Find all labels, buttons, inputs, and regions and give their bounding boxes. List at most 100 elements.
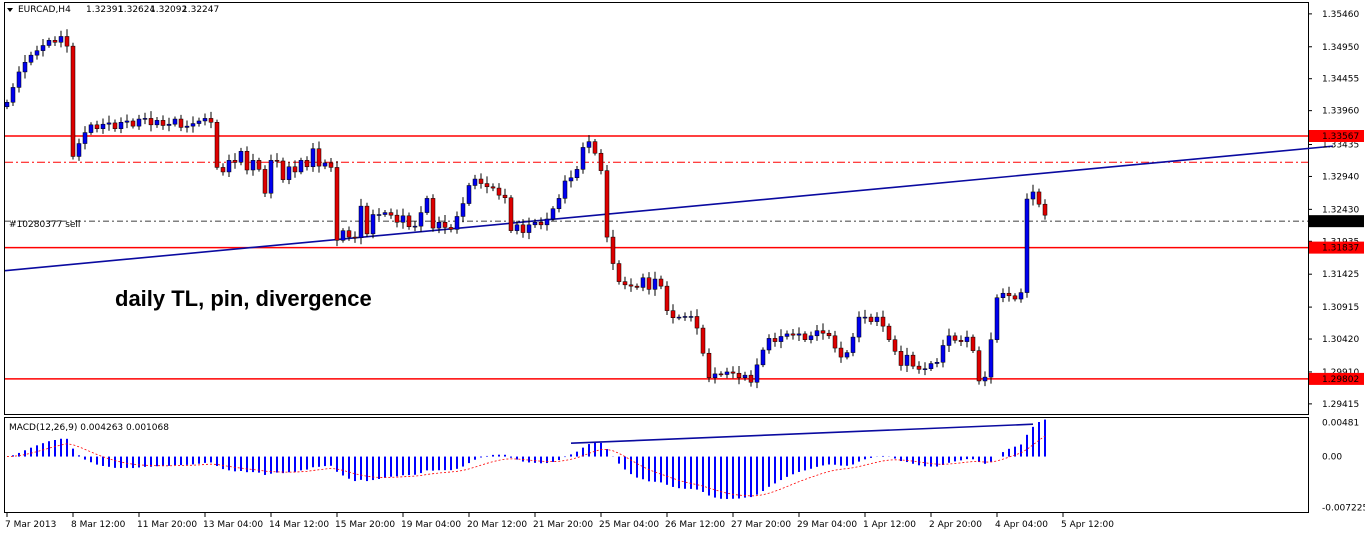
candle-body bbox=[490, 186, 496, 189]
candle bbox=[292, 160, 298, 178]
candle-body bbox=[226, 160, 232, 173]
candle-body bbox=[994, 297, 1000, 340]
candle-body bbox=[178, 118, 184, 128]
candle-body bbox=[286, 166, 292, 180]
candle-body bbox=[160, 120, 166, 126]
candle bbox=[88, 122, 94, 135]
candle bbox=[706, 348, 712, 383]
candle bbox=[784, 330, 790, 340]
time-tick-label: 25 Mar 04:00 bbox=[599, 520, 659, 530]
candle-body bbox=[700, 327, 706, 354]
candle bbox=[166, 117, 172, 132]
candle-body bbox=[124, 120, 130, 123]
candle bbox=[142, 112, 148, 125]
candle bbox=[838, 341, 844, 363]
candle-body bbox=[310, 148, 316, 168]
candle bbox=[574, 166, 580, 181]
price-tick-label: 1.29415 bbox=[1322, 400, 1359, 410]
candle-body bbox=[250, 160, 256, 171]
candle-body bbox=[184, 125, 190, 128]
candle bbox=[1000, 288, 1006, 303]
candle-body bbox=[1030, 191, 1036, 200]
candle bbox=[478, 173, 484, 189]
candle-body bbox=[4, 102, 10, 108]
candle-body bbox=[970, 336, 976, 351]
candle bbox=[508, 195, 514, 233]
candles bbox=[4, 29, 1048, 389]
candle bbox=[28, 51, 34, 66]
candle-body bbox=[76, 143, 82, 157]
candle-body bbox=[616, 263, 622, 282]
candle-body bbox=[340, 230, 346, 241]
candle bbox=[496, 183, 502, 200]
candle bbox=[388, 208, 394, 219]
candle bbox=[658, 275, 664, 290]
candle-body bbox=[778, 336, 784, 342]
candle-body bbox=[610, 236, 616, 264]
candle-body bbox=[298, 160, 304, 173]
candle bbox=[916, 361, 922, 374]
candle bbox=[448, 224, 454, 233]
candle-body bbox=[346, 230, 352, 238]
candle-body bbox=[406, 215, 412, 228]
candle bbox=[904, 347, 910, 372]
candle bbox=[982, 371, 988, 387]
candle bbox=[442, 215, 448, 234]
candle-body bbox=[154, 120, 160, 126]
candle bbox=[106, 115, 112, 131]
candle-body bbox=[538, 222, 544, 226]
candle bbox=[82, 126, 88, 150]
time-tick-label: 7 Mar 2013 bbox=[5, 520, 56, 530]
candle bbox=[712, 367, 718, 384]
candle-body bbox=[562, 180, 568, 199]
candle bbox=[640, 273, 646, 292]
candle-body bbox=[910, 354, 916, 367]
candle bbox=[502, 188, 508, 204]
candle bbox=[250, 153, 256, 176]
candle-body bbox=[382, 212, 388, 215]
candle-body bbox=[514, 224, 520, 231]
trendline[interactable] bbox=[4, 145, 1334, 272]
current-price-tag-bg bbox=[1309, 215, 1364, 228]
candle bbox=[586, 135, 592, 154]
candle bbox=[856, 311, 862, 343]
candle-body bbox=[94, 124, 100, 129]
candle-body bbox=[520, 224, 526, 233]
dropdown-triangle-icon[interactable] bbox=[7, 8, 13, 12]
candle bbox=[628, 278, 634, 292]
candle bbox=[598, 149, 604, 175]
candle bbox=[994, 294, 1000, 343]
candle-body bbox=[472, 178, 478, 186]
candle bbox=[922, 362, 928, 376]
candle bbox=[652, 271, 658, 296]
candle bbox=[394, 209, 400, 228]
candle-body bbox=[208, 118, 214, 123]
candle-body bbox=[658, 278, 664, 287]
candle bbox=[532, 218, 538, 228]
candle-body bbox=[946, 335, 952, 346]
candle-body bbox=[982, 376, 988, 382]
candle bbox=[70, 42, 76, 160]
candle bbox=[406, 212, 412, 230]
candle bbox=[202, 113, 208, 126]
candle-body bbox=[1042, 203, 1048, 216]
symbol-header[interactable]: EURCAD,H4 1.32391 1.32624 1.32092 1.3224… bbox=[7, 5, 219, 15]
candle bbox=[46, 37, 52, 48]
candle bbox=[130, 118, 136, 129]
candle-body bbox=[166, 123, 172, 126]
candle bbox=[898, 345, 904, 371]
candle-body bbox=[604, 170, 610, 238]
candle-body bbox=[934, 362, 940, 364]
candle-body bbox=[334, 167, 340, 241]
candle-body bbox=[142, 118, 148, 120]
candle-body bbox=[34, 50, 40, 56]
candle-body bbox=[316, 148, 322, 167]
candle-body bbox=[238, 151, 244, 163]
candle bbox=[616, 260, 622, 285]
candle-body bbox=[646, 277, 652, 290]
candle-body bbox=[484, 183, 490, 188]
macd-divergence-line[interactable] bbox=[570, 423, 1034, 445]
candle-body bbox=[400, 215, 406, 223]
candle-body bbox=[940, 345, 946, 363]
